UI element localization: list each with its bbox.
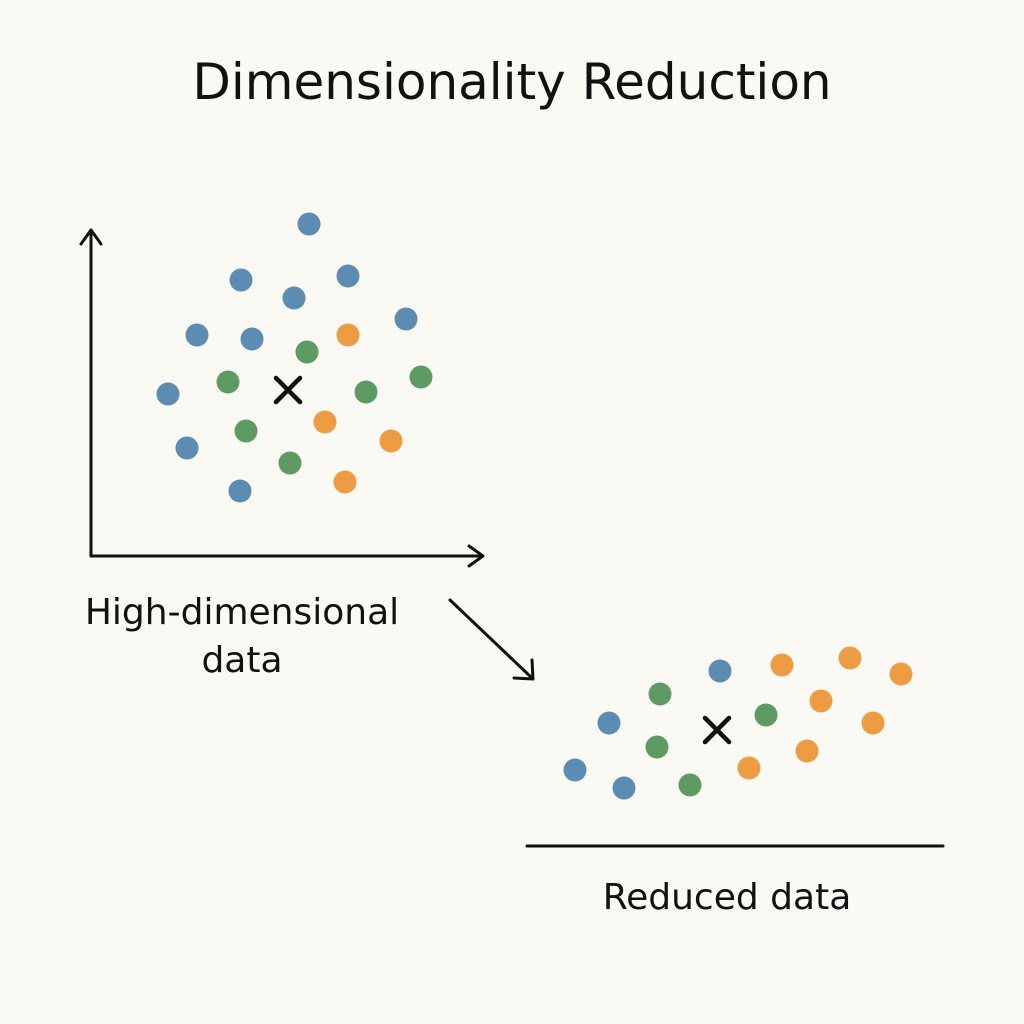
point-green	[216, 370, 240, 394]
point-orange	[770, 653, 794, 677]
high-dim-label-line2: data	[201, 640, 282, 681]
point-green	[234, 419, 258, 443]
point-green	[278, 451, 302, 475]
point-green	[678, 773, 702, 797]
point-orange	[809, 689, 833, 713]
point-orange	[838, 646, 862, 670]
point-green	[754, 703, 778, 727]
cross-icon	[273, 375, 303, 405]
point-green	[409, 365, 433, 389]
point-orange	[737, 756, 761, 780]
point-blue	[185, 323, 209, 347]
point-blue	[394, 307, 418, 331]
point-blue	[228, 479, 252, 503]
point-orange	[379, 429, 403, 453]
point-orange	[336, 323, 360, 347]
point-blue	[708, 659, 732, 683]
reduced-points	[563, 646, 913, 800]
point-blue	[240, 327, 264, 351]
y-axis-arrowhead-icon	[79, 228, 103, 246]
point-green	[295, 340, 319, 364]
point-orange	[333, 470, 357, 494]
point-blue	[336, 264, 360, 288]
point-orange	[795, 739, 819, 763]
point-blue	[597, 711, 621, 735]
high-dim-axes	[79, 228, 485, 568]
high-dim-points	[156, 212, 433, 503]
reduced-data-label: Reduced data	[603, 877, 852, 918]
point-blue	[563, 758, 587, 782]
point-orange	[861, 711, 885, 735]
point-green	[648, 682, 672, 706]
point-blue	[282, 286, 306, 310]
point-blue	[297, 212, 321, 236]
point-blue	[156, 382, 180, 406]
point-green	[354, 380, 378, 404]
point-orange	[889, 662, 913, 686]
point-orange	[313, 410, 337, 434]
point-green	[645, 735, 669, 759]
cross-icon	[702, 715, 732, 745]
point-blue	[612, 776, 636, 800]
diagram-title: Dimensionality Reduction	[192, 53, 831, 111]
x-axis-arrowhead-icon	[467, 544, 485, 568]
point-blue	[229, 268, 253, 292]
high-dim-label-line1: High-dimensional	[85, 592, 399, 633]
arrow-down-right-icon	[448, 598, 535, 681]
point-blue	[175, 436, 199, 460]
